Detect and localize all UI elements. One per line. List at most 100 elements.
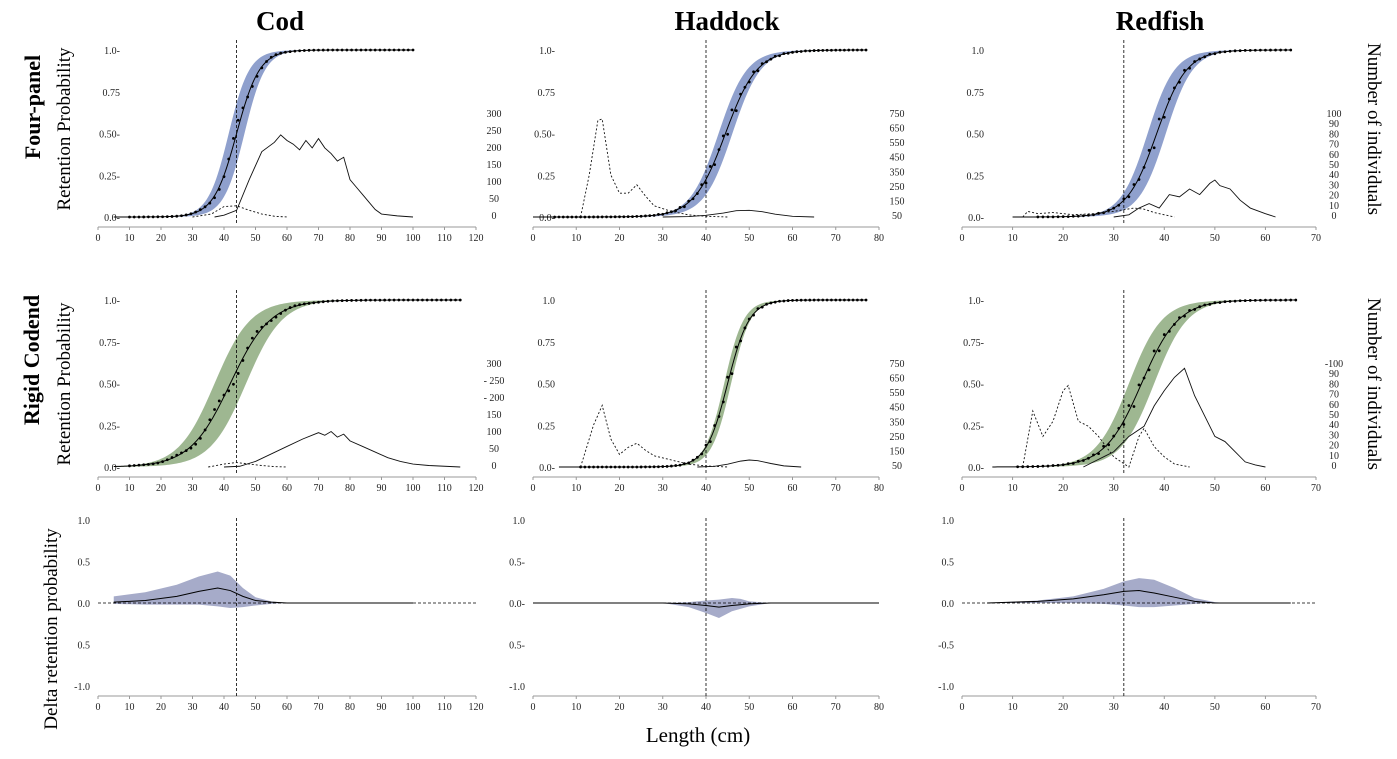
data-point-4-20 — [618, 465, 621, 469]
data-point-5-11 — [1016, 465, 1020, 469]
data-point-5-51 — [1218, 301, 1222, 304]
data-point-3-83.5 — [359, 298, 363, 302]
data-point-2-52 — [1223, 50, 1227, 54]
data-point-1-70 — [834, 48, 838, 52]
data-point-0-23.5 — [170, 215, 174, 218]
data-point-0-55 — [269, 55, 273, 59]
data-point-0-37 — [213, 196, 216, 200]
data-point-4-39 — [700, 452, 704, 456]
x-tick-label-d0-70: 70 — [314, 702, 324, 713]
data-point-3-13 — [137, 463, 141, 467]
data-point-0-52 — [260, 66, 264, 70]
delta-y-tick-label-0-4: 1.0 — [78, 516, 91, 527]
data-point-3-55 — [269, 319, 273, 323]
data-point-5-13 — [1026, 465, 1030, 469]
data-point-4-72 — [843, 298, 846, 302]
data-point-2-30 — [1112, 206, 1116, 210]
data-point-5-64 — [1284, 298, 1288, 302]
right-tick-label-5-9: 90 — [1329, 369, 1339, 380]
data-point-2-40 — [1162, 115, 1166, 119]
right-tick-label-4-4: 450 — [890, 403, 905, 414]
data-point-4-38 — [695, 455, 699, 459]
data-point-1-10 — [574, 215, 578, 219]
data-point-3-109 — [439, 298, 443, 302]
data-point-4-47 — [734, 345, 738, 349]
data-point-1-71 — [838, 48, 842, 52]
data-point-4-60 — [791, 299, 794, 302]
right-tick-label-4-5: 550 — [890, 388, 905, 399]
data-point-2-64 — [1284, 48, 1288, 52]
data-point-2-48 — [1203, 55, 1207, 59]
data-point-5-32 — [1122, 422, 1126, 426]
y-tick-label-0-3: 0.75 — [103, 88, 121, 99]
data-point-4-70 — [834, 298, 838, 302]
data-point-0-76 — [336, 48, 339, 52]
data-point-3-62.5 — [293, 304, 297, 308]
data-point-2-35 — [1137, 178, 1141, 181]
data-point-0-13 — [137, 215, 141, 219]
data-point-4-63 — [804, 298, 807, 302]
data-point-1-75 — [855, 48, 859, 52]
column-title-cod: Cod — [255, 6, 305, 36]
data-point-3-113.5 — [454, 298, 457, 302]
x-tick-label-1-10: 10 — [571, 233, 581, 244]
data-point-4-41 — [708, 440, 712, 444]
data-point-5-23 — [1076, 459, 1080, 463]
data-point-0-79 — [345, 48, 349, 52]
x-tick-label-d0-30: 30 — [188, 702, 198, 713]
data-point-2-53 — [1228, 49, 1232, 53]
data-point-5-57 — [1248, 299, 1252, 302]
data-point-5-36 — [1142, 376, 1146, 380]
x-tick-label-d0-20: 20 — [156, 702, 166, 713]
data-point-0-62.5 — [293, 49, 297, 53]
data-point-2-25 — [1087, 213, 1090, 217]
escaped-length-line-0 — [192, 205, 288, 218]
x-tick-label-d2-50: 50 — [1210, 702, 1220, 713]
confidence-band-0 — [113, 50, 413, 217]
data-point-4-67 — [821, 298, 825, 302]
x-tick-label-4-0: 0 — [531, 483, 536, 494]
x-tick-label-d1-0: 0 — [531, 702, 536, 713]
data-point-0-22 — [165, 215, 169, 219]
right-tick-label-2-6: 60 — [1329, 150, 1339, 161]
right-tick-label-2-3: 30 — [1329, 180, 1339, 191]
x-tick-label-5-70: 70 — [1311, 483, 1321, 494]
x-tick-label-0-10: 10 — [125, 233, 135, 244]
x-tick-label-d0-100: 100 — [406, 702, 421, 713]
data-point-0-50.5 — [255, 74, 259, 78]
data-point-1-55 — [769, 57, 773, 61]
x-tick-label-2-50: 50 — [1210, 233, 1220, 244]
data-point-3-26.5 — [180, 451, 183, 455]
data-point-1-51 — [752, 70, 755, 74]
y-tick-label-2-0: 0.0- — [968, 213, 984, 224]
x-tick-label-5-50: 50 — [1210, 483, 1220, 494]
data-point-5-59 — [1258, 298, 1262, 302]
data-point-1-50 — [747, 80, 751, 84]
data-point-3-106 — [430, 298, 434, 302]
data-point-1-19 — [613, 215, 617, 219]
y-tick-label-4-2: 0.50 — [538, 380, 556, 391]
data-point-0-67 — [307, 48, 311, 52]
data-point-0-86.5 — [369, 48, 372, 52]
data-point-3-103 — [421, 298, 424, 302]
data-point-1-6 — [557, 215, 561, 219]
right-tick-label-3-4: - 200 — [484, 393, 505, 404]
x-tick-label-d1-70: 70 — [831, 702, 841, 713]
y-tick-label-3-0: 0.0- — [104, 463, 120, 474]
data-point-5-62 — [1274, 298, 1277, 302]
data-point-0-26.5 — [180, 214, 183, 218]
y-tick-label-4-0: 0.0- — [539, 463, 555, 474]
y-tick-label-2-4: 1.0 — [972, 46, 985, 57]
right-tick-label-5-6: 60 — [1329, 400, 1339, 411]
data-point-3-92.5 — [387, 298, 391, 302]
y-tick-label-3-1: 0.25- — [99, 421, 120, 432]
data-point-4-71 — [838, 298, 842, 302]
data-point-3-98.5 — [406, 298, 410, 302]
escaped-length-line-4 — [580, 404, 728, 468]
data-point-4-75 — [855, 298, 859, 302]
data-point-2-57 — [1248, 48, 1252, 52]
y-tick-label-4-1: 0.25 — [538, 421, 556, 432]
data-point-4-68 — [825, 298, 829, 302]
data-point-4-21 — [622, 465, 626, 469]
data-point-5-55 — [1238, 299, 1242, 303]
